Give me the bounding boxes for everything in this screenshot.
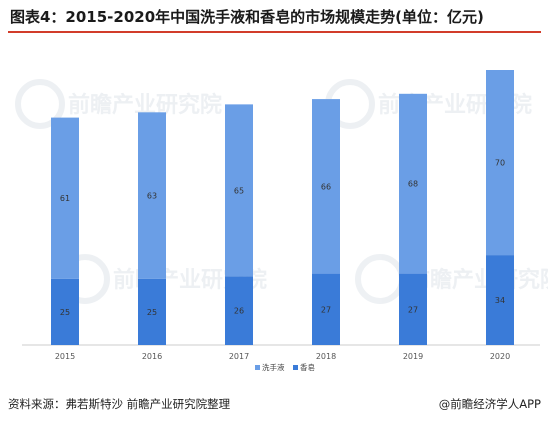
data-label-2019-handwash: 68 xyxy=(408,180,418,189)
watermark-text: 前瞻产业研究院 xyxy=(408,267,548,293)
legend-label-0: 洗手液 xyxy=(262,362,285,372)
bar-2017-soap xyxy=(225,276,253,345)
x-tick-labels: 2015 2016 2017 2018 2019 2020 xyxy=(55,352,510,361)
watermark-logo: 前瞻产业研究院 xyxy=(355,254,548,304)
title-rule xyxy=(8,31,541,33)
x-tick-2020: 2020 xyxy=(490,352,510,361)
legend: 洗手液 香皂 xyxy=(255,362,315,372)
chart-title: 图表4：2015-2020年中国洗手液和香皂的市场规模走势(单位：亿元) xyxy=(10,8,484,26)
bar-2018-soap xyxy=(312,273,340,345)
data-label-2020-handwash: 70 xyxy=(495,159,505,168)
legend-swatch-1 xyxy=(293,365,298,370)
data-label-2017-handwash: 65 xyxy=(234,186,244,195)
data-label-2018-soap: 27 xyxy=(321,305,331,314)
x-tick-2015: 2015 xyxy=(55,352,75,361)
x-tick-2018: 2018 xyxy=(316,352,336,361)
bar-2016-soap xyxy=(138,278,166,345)
data-label-2019-soap: 27 xyxy=(408,305,418,314)
source-text: 资料来源：弗若斯特沙 前瞻产业研究院整理 xyxy=(8,397,231,411)
data-label-2015-handwash: 61 xyxy=(60,194,70,203)
data-label-2018-handwash: 66 xyxy=(321,182,331,191)
bar-2015-soap xyxy=(51,278,79,345)
data-label-2020-soap: 34 xyxy=(495,296,505,305)
brand-text: @前瞻经济学人APP xyxy=(438,397,541,411)
bar-2018-handwash xyxy=(312,99,340,274)
bar-2017-handwash xyxy=(225,104,253,277)
data-label-2015-soap: 25 xyxy=(60,308,70,317)
bar-2019-soap xyxy=(399,273,427,345)
x-tick-2017: 2017 xyxy=(229,352,249,361)
data-label-2017-soap: 26 xyxy=(234,307,244,316)
watermark-logo: 前瞻产业研究院 xyxy=(15,79,222,129)
footer: 资料来源：弗若斯特沙 前瞻产业研究院整理 @前瞻经济学人APP xyxy=(8,394,541,414)
bar-2020-handwash xyxy=(486,70,514,256)
legend-label-1: 香皂 xyxy=(300,362,315,372)
bar-2016-handwash xyxy=(138,112,166,279)
data-label-2016-handwash: 63 xyxy=(147,192,157,201)
bar-2020-soap xyxy=(486,255,514,345)
data-labels-group: 25 61 25 63 26 65 27 66 27 68 34 70 xyxy=(60,159,505,317)
x-tick-2016: 2016 xyxy=(142,352,162,361)
bars-group xyxy=(51,70,514,345)
data-label-2016-soap: 25 xyxy=(147,308,157,317)
legend-swatch-0 xyxy=(255,365,260,370)
x-tick-2019: 2019 xyxy=(403,352,423,361)
bar-2019-handwash xyxy=(399,93,427,274)
bar-2015-handwash xyxy=(51,117,79,279)
